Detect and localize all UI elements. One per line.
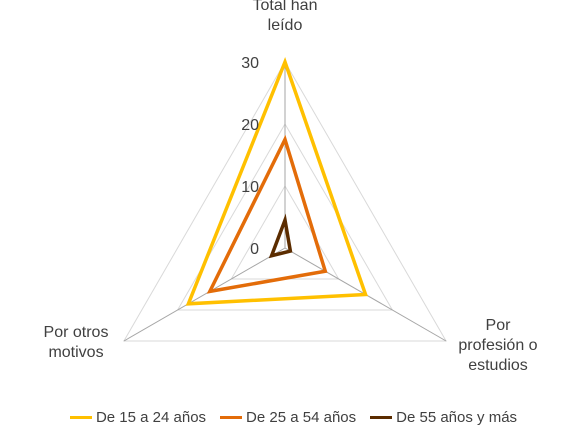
legend-item: De 55 años y más xyxy=(370,409,517,426)
grid-ring xyxy=(123,60,447,342)
tick-label: 10 xyxy=(241,179,259,196)
legend-label: De 55 años y más xyxy=(396,408,518,426)
legend-swatch xyxy=(370,415,393,419)
legend-swatch xyxy=(69,415,92,419)
axis-label: Total han leído xyxy=(253,0,318,34)
axis-label: Por otros motivos xyxy=(44,324,109,361)
series-line-3 xyxy=(268,213,293,259)
legend-label: De 25 a 54 años xyxy=(246,408,357,426)
tick-label: 30 xyxy=(241,55,259,72)
legend-item: De 25 a 54 años xyxy=(220,409,356,426)
series-line-2 xyxy=(206,134,328,294)
series-line-1 xyxy=(185,56,368,306)
legend-item: De 15 a 24 años xyxy=(69,408,207,426)
legend: De 15 a 24 años De 25 a 54 años De 55 años… xyxy=(0,407,587,427)
axis-spoke xyxy=(123,247,286,342)
radar-axis-labels: Total han leído Por profesión o estudios Por … xyxy=(44,0,538,374)
legend-label: De 15 a 24 años xyxy=(95,408,207,426)
tick-label: 20 xyxy=(241,117,259,134)
radar-tick-labels: 0 10 20 30 xyxy=(241,55,259,258)
legend-swatch xyxy=(220,415,243,419)
radar-series xyxy=(185,56,368,306)
tick-label: 0 xyxy=(250,241,259,258)
axis-label: Por profesión o estudios xyxy=(458,317,537,374)
